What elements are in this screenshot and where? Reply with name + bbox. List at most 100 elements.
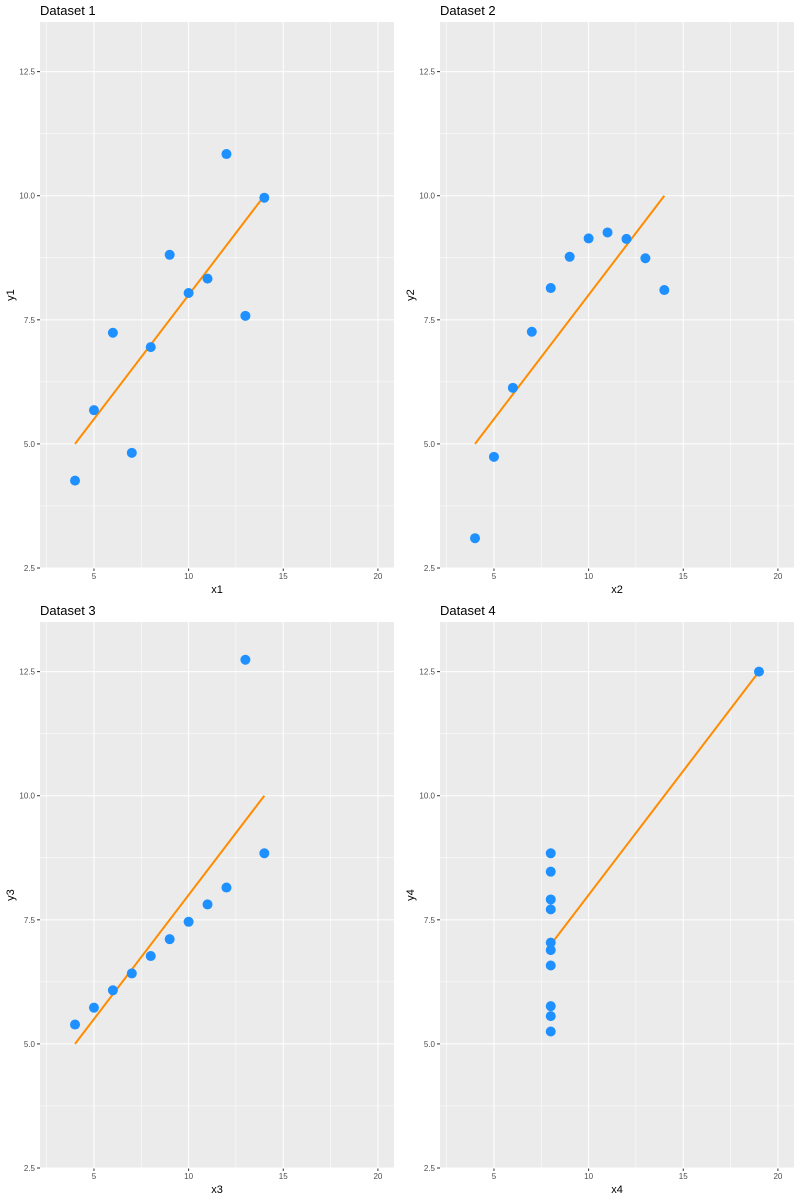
y-tick-label: 2.5 <box>24 564 36 573</box>
data-point <box>526 326 537 337</box>
data-point <box>240 654 251 665</box>
y-axis-label: y2 <box>405 289 417 301</box>
data-point <box>545 283 556 294</box>
data-point <box>126 447 137 458</box>
data-point <box>640 253 651 264</box>
data-point <box>259 192 270 203</box>
data-point <box>507 382 518 393</box>
data-point <box>202 273 213 284</box>
regression-line <box>549 671 760 946</box>
x-tick-label: 20 <box>373 1172 382 1181</box>
panel-1: 5 10 15 20 2.5 5.0 7.5 10.0 12.5 Dataset 1 x1 y1 <box>5 3 394 596</box>
y-tick-label: 7.5 <box>24 916 36 925</box>
y-axis-label: y1 <box>5 289 17 301</box>
y-tick-label: 2.5 <box>424 564 436 573</box>
data-point <box>70 475 81 486</box>
x-tick-label: 5 <box>492 1172 497 1181</box>
data-point <box>183 916 194 927</box>
x-tick-label: 15 <box>679 1172 688 1181</box>
data-point <box>564 251 575 262</box>
data-point <box>545 904 556 915</box>
x-tick-label: 10 <box>584 1172 593 1181</box>
data-point <box>164 249 175 260</box>
data-point <box>753 666 764 677</box>
y-tick-label: 12.5 <box>419 68 435 77</box>
panel-title: Dataset 4 <box>440 603 496 618</box>
panel-2: 5 10 15 20 2.5 5.0 7.5 10.0 12.5 Dataset 2 x2 y2 <box>405 3 794 596</box>
y-tick-label: 10.0 <box>19 192 35 201</box>
data-point <box>107 327 118 338</box>
y-tick-label: 2.5 <box>24 1164 36 1173</box>
panel-background <box>40 622 394 1168</box>
panel-3: 5 10 15 20 2.5 5.0 7.5 10.0 12.5 Dataset 3 x3 y3 <box>5 603 394 1196</box>
data-point <box>126 968 137 979</box>
data-point <box>88 405 99 416</box>
data-point <box>583 233 594 244</box>
data-point <box>602 227 613 238</box>
regression-line <box>74 195 266 445</box>
data-point <box>259 848 270 859</box>
y-tick-label: 5.0 <box>424 1040 436 1049</box>
regression-line <box>474 195 666 445</box>
x-axis-label: x2 <box>611 584 623 596</box>
data-point <box>240 310 251 321</box>
data-point <box>545 894 556 905</box>
data-point <box>107 985 118 996</box>
data-point <box>545 848 556 859</box>
y-tick-label: 12.5 <box>19 668 35 677</box>
data-point <box>659 285 670 296</box>
x-tick-label: 20 <box>773 572 782 581</box>
panel-4: 5 10 15 20 2.5 5.0 7.5 10.0 12.5 Dataset 4 x4 y4 <box>405 603 794 1196</box>
regression-line <box>74 795 266 1045</box>
y-tick-label: 5.0 <box>424 440 436 449</box>
y-tick-label: 12.5 <box>19 68 35 77</box>
data-point <box>145 342 156 353</box>
y-tick-label: 7.5 <box>424 916 436 925</box>
x-tick-label: 10 <box>184 572 193 581</box>
data-point <box>621 233 632 244</box>
y-tick-label: 5.0 <box>24 1040 36 1049</box>
data-point <box>545 945 556 956</box>
y-tick-label: 10.0 <box>419 792 435 801</box>
y-tick-label: 2.5 <box>424 1164 436 1173</box>
data-point <box>545 866 556 877</box>
data-point <box>145 951 156 962</box>
data-point <box>70 1019 81 1030</box>
y-axis-label: y4 <box>405 889 417 901</box>
data-point <box>221 882 232 893</box>
data-point <box>202 899 213 910</box>
data-point <box>164 934 175 945</box>
x-tick-label: 5 <box>92 1172 97 1181</box>
x-tick-label: 5 <box>92 572 97 581</box>
y-tick-label: 7.5 <box>24 316 36 325</box>
y-tick-label: 5.0 <box>24 440 36 449</box>
y-tick-label: 10.0 <box>419 192 435 201</box>
panel-title: Dataset 1 <box>40 3 96 18</box>
x-tick-label: 20 <box>773 1172 782 1181</box>
panel-background <box>440 622 794 1168</box>
x-tick-label: 10 <box>584 572 593 581</box>
panel-background <box>40 22 394 568</box>
y-tick-label: 12.5 <box>419 668 435 677</box>
data-point <box>183 288 194 299</box>
x-tick-label: 15 <box>279 572 288 581</box>
data-point <box>545 1026 556 1037</box>
panel-title: Dataset 3 <box>40 603 96 618</box>
y-tick-label: 10.0 <box>19 792 35 801</box>
data-point <box>488 451 499 462</box>
data-point <box>545 1011 556 1022</box>
x-axis-label: x1 <box>211 584 223 596</box>
x-tick-label: 15 <box>679 572 688 581</box>
data-point <box>88 1002 99 1013</box>
x-tick-label: 5 <box>492 572 497 581</box>
data-point <box>545 1001 556 1012</box>
x-tick-label: 20 <box>373 572 382 581</box>
panel-background <box>440 22 794 568</box>
x-axis-label: x4 <box>611 1184 623 1196</box>
data-point <box>221 149 232 160</box>
panel-title: Dataset 2 <box>440 3 496 18</box>
x-tick-label: 10 <box>184 1172 193 1181</box>
x-axis-label: x3 <box>211 1184 223 1196</box>
data-point <box>545 937 556 948</box>
